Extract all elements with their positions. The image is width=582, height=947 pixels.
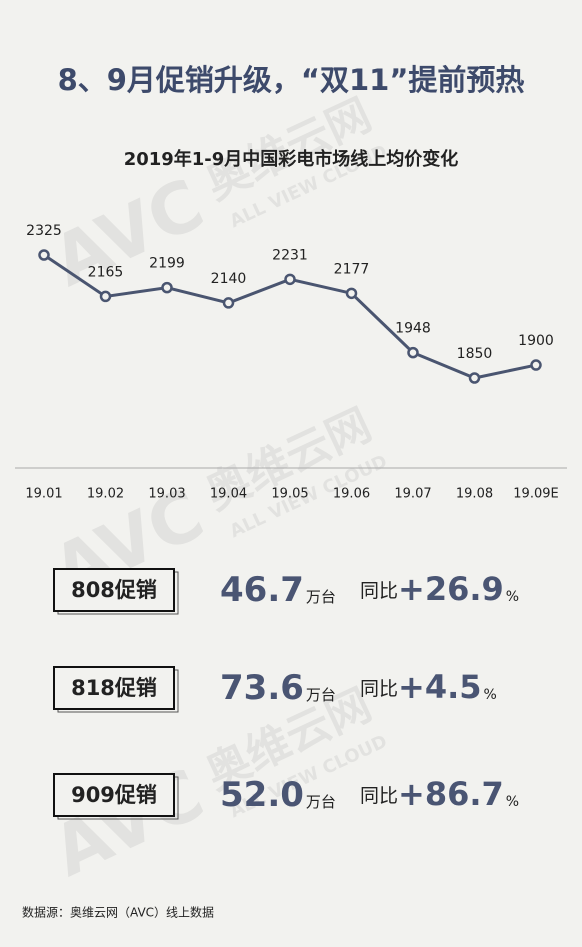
yoy-label: 同比 bbox=[360, 678, 398, 700]
source-note: 数据源：奥维云网（AVC）线上数据 bbox=[22, 905, 214, 920]
page-title: 8、9月促销升级，“双11”提前预热 bbox=[58, 63, 525, 97]
point bbox=[468, 372, 481, 384]
yoy-label: 同比 bbox=[360, 580, 398, 602]
promo-label: 909促销 bbox=[71, 783, 157, 807]
plot: 19.01 19.02 19.03 19.04 19.05 19.06 19.07 19.08… bbox=[25, 223, 558, 502]
data-label: 2140 bbox=[211, 271, 247, 287]
sales-value: 52.0 bbox=[220, 775, 304, 815]
point bbox=[530, 359, 542, 371]
point bbox=[38, 249, 50, 261]
data-label: 1948 bbox=[395, 321, 431, 337]
data-label: 2199 bbox=[149, 256, 185, 272]
x-tick-label: 19.02 bbox=[87, 487, 124, 502]
data-label: 2325 bbox=[26, 223, 62, 239]
yoy: 同比+86.7% bbox=[360, 775, 519, 813]
data-label: 2231 bbox=[272, 247, 308, 263]
x-tick-label: 19.05 bbox=[271, 487, 308, 502]
x-tick-label: 19.06 bbox=[333, 487, 370, 502]
sales: 46.7 万台 bbox=[220, 570, 336, 610]
point bbox=[161, 281, 173, 294]
chart-title: 2019年1-9月中国彩电市场线上均价变化 bbox=[124, 148, 459, 170]
data-label: 2177 bbox=[334, 261, 370, 277]
label-box bbox=[53, 666, 175, 710]
sales-unit: 万台 bbox=[306, 686, 336, 704]
label-box bbox=[53, 568, 175, 612]
point bbox=[345, 287, 358, 300]
promo-label: 808促销 bbox=[71, 578, 157, 602]
yoy-value: +26.9 bbox=[398, 570, 504, 608]
yoy-value: +4.5 bbox=[398, 668, 482, 706]
sales-unit: 万台 bbox=[306, 793, 336, 811]
promo-label: 818促销 bbox=[71, 676, 157, 700]
yoy-unit: % bbox=[506, 589, 519, 605]
yoy: 同比+4.5% bbox=[360, 668, 497, 706]
x-tick-label: 19.01 bbox=[25, 487, 62, 502]
x-tick-label: 19.07 bbox=[394, 487, 431, 502]
data-label: 1900 bbox=[518, 333, 554, 349]
yoy-value: +86.7 bbox=[398, 775, 504, 813]
sales: 73.6 万台 bbox=[220, 668, 336, 708]
yoy-unit: % bbox=[506, 794, 519, 810]
yoy: 同比+26.9% bbox=[360, 570, 519, 608]
point bbox=[284, 273, 296, 286]
x-tick-label: 19.08 bbox=[456, 487, 493, 502]
label-box bbox=[53, 773, 175, 817]
x-tick-label: 19.03 bbox=[148, 487, 185, 502]
point bbox=[222, 297, 235, 309]
data-label: 2165 bbox=[88, 264, 124, 280]
sales-value: 73.6 bbox=[220, 668, 304, 708]
point bbox=[407, 346, 419, 359]
point bbox=[99, 290, 112, 303]
sales: 52.0 万台 bbox=[220, 775, 336, 815]
yoy-unit: % bbox=[484, 687, 497, 703]
x-tick-label: 19.09E bbox=[513, 487, 558, 502]
x-tick-label: 19.04 bbox=[210, 487, 247, 502]
sales-value: 46.7 bbox=[220, 570, 304, 610]
stats: 808促销 46.7 万台 同比+26.9 %818促销 73.6 万台 同比+4.5 %909… bbox=[53, 568, 519, 820]
yoy-label: 同比 bbox=[360, 785, 398, 807]
sales-unit: 万台 bbox=[306, 588, 336, 606]
data-label: 1850 bbox=[457, 346, 493, 362]
